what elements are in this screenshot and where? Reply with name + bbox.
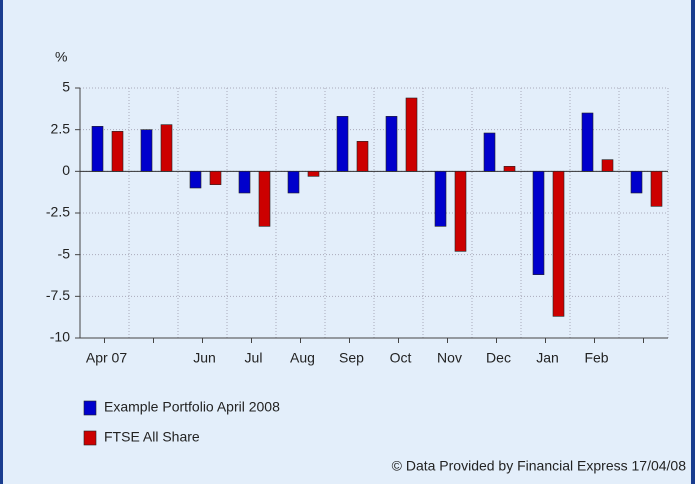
bar xyxy=(287,171,300,194)
y-tick-label: -10 xyxy=(50,329,70,345)
x-tick-label: Jun xyxy=(193,350,216,366)
y-tick-label: 2.5 xyxy=(51,120,71,136)
x-tick-label: Aug xyxy=(290,350,315,366)
bar xyxy=(581,112,594,172)
bar xyxy=(91,126,104,172)
border-right xyxy=(691,0,695,484)
x-tick-label: Sep xyxy=(339,350,364,366)
legend-swatch xyxy=(83,430,97,446)
bar xyxy=(503,166,516,172)
y-tick-label: -5 xyxy=(58,245,71,261)
bar xyxy=(532,171,545,275)
bar xyxy=(189,171,202,189)
y-unit-label: % xyxy=(55,49,67,65)
bar xyxy=(307,171,320,177)
y-tick-label: -7.5 xyxy=(46,287,70,303)
bar xyxy=(630,171,643,194)
bar xyxy=(434,171,447,227)
bar xyxy=(238,171,251,194)
x-tick-label: Jul xyxy=(245,350,263,366)
bar xyxy=(552,171,565,317)
bar xyxy=(111,131,124,172)
bar xyxy=(356,141,369,172)
bar xyxy=(140,129,153,172)
bar xyxy=(336,116,349,172)
bar xyxy=(454,171,467,252)
bar xyxy=(209,171,222,185)
bar xyxy=(385,116,398,172)
border-left xyxy=(0,0,3,484)
bar xyxy=(258,171,271,227)
x-tick-label: Apr 07 xyxy=(86,350,127,366)
y-tick-label: 0 xyxy=(62,162,70,178)
legend-swatch xyxy=(83,400,97,416)
x-tick-label: Dec xyxy=(486,350,511,366)
bar xyxy=(160,124,173,172)
x-tick-label: Oct xyxy=(390,350,412,366)
x-tick-label: Feb xyxy=(584,350,608,366)
y-tick-label: 5 xyxy=(62,79,70,95)
bar xyxy=(650,171,663,207)
y-tick-label: -2.5 xyxy=(46,204,70,220)
x-tick-label: Jan xyxy=(536,350,559,366)
legend-label: FTSE All Share xyxy=(104,429,200,445)
x-tick-label: Nov xyxy=(437,350,462,366)
bar xyxy=(405,97,418,172)
legend-label: Example Portfolio April 2008 xyxy=(104,399,280,415)
bar xyxy=(483,132,496,172)
bar xyxy=(601,159,614,172)
footnote: © Data Provided by Financial Express 17/… xyxy=(392,458,687,474)
